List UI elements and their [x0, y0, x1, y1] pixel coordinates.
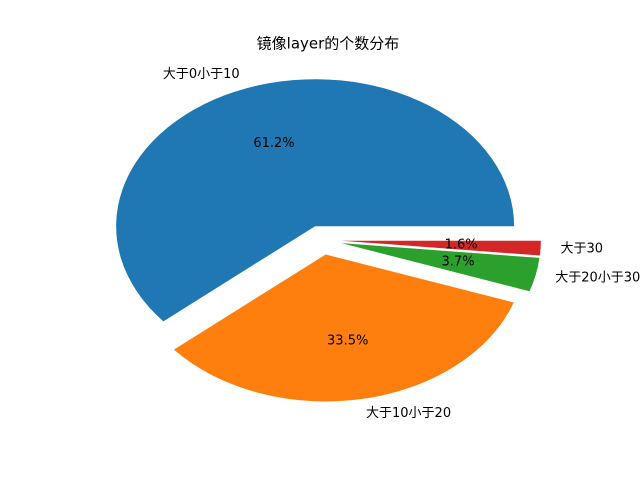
pie-slice	[341, 240, 541, 256]
value-label: 1.6%	[445, 238, 478, 253]
pie-slice	[341, 243, 540, 292]
value-label: 61.2%	[253, 136, 294, 151]
pie-slice	[173, 254, 514, 402]
slice-label: 大于0小于10	[163, 67, 240, 82]
chart-title: 镜像layer的个数分布	[257, 35, 400, 53]
slice-label: 大于10小于20	[366, 406, 451, 421]
slice-label: 大于20小于30	[555, 270, 640, 285]
value-label: 33.5%	[327, 334, 368, 349]
value-label: 3.7%	[442, 255, 475, 270]
pie-slice	[116, 79, 515, 322]
slice-label: 大于30	[560, 241, 603, 256]
